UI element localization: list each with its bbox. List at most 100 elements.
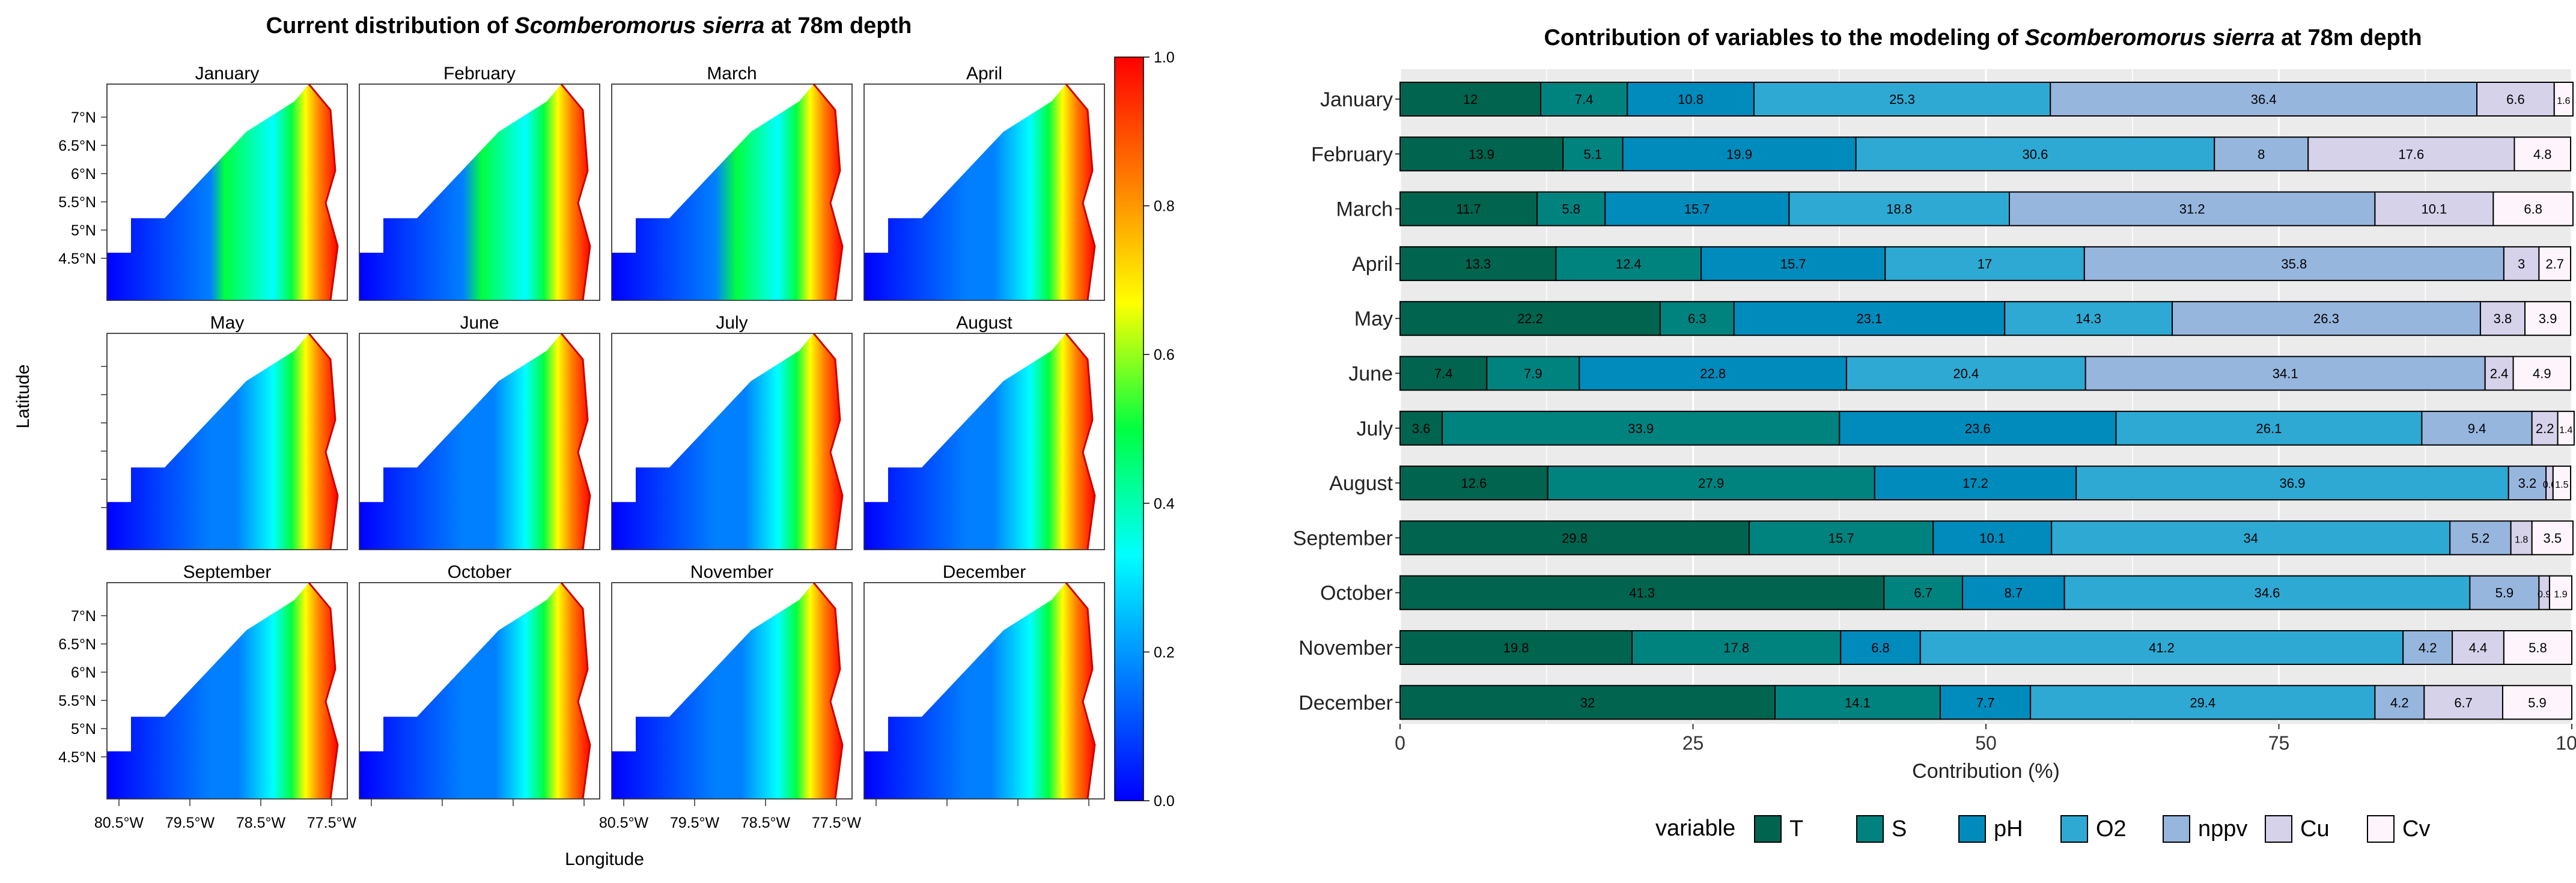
sea-surface xyxy=(612,583,842,799)
sea-surface xyxy=(107,583,338,799)
bar-segment xyxy=(1399,575,1885,610)
category-label: December xyxy=(1299,691,1393,714)
y-tick-label: 6°N xyxy=(71,664,96,681)
sea-surface xyxy=(359,333,590,550)
bar-segment xyxy=(2503,246,2540,281)
bar-segment xyxy=(1962,575,2065,610)
bar-value-label: 1.9 xyxy=(2554,590,2567,600)
x-tick-label: 77.5°W xyxy=(307,815,357,831)
legend-label: pH xyxy=(1994,816,2023,842)
bar-segment xyxy=(1631,630,1842,665)
y-tick-label: 6°N xyxy=(71,166,96,183)
bar-row: July 3.6 33.9 23.6 26.1 9.4 2.2 1.4 xyxy=(1357,410,2575,446)
bar-segment xyxy=(2479,301,2526,336)
map-x-axis-label: Longitude xyxy=(565,849,644,869)
legend-label: Cu xyxy=(2300,816,2330,842)
x-tick-label: 0 xyxy=(1395,732,1405,754)
coastline xyxy=(1065,582,1096,800)
bar-segment xyxy=(2552,466,2572,501)
colorbar-tick-label: 1.0 xyxy=(1154,49,1175,66)
bar-value-label: 3.5 xyxy=(2544,530,2562,545)
category-label: June xyxy=(1348,363,1393,386)
bar-value-label: 13.3 xyxy=(1465,256,1491,272)
bar-value-label: 4.4 xyxy=(2469,640,2488,655)
x-tick-label: 79.5°W xyxy=(165,815,215,831)
bar-segment xyxy=(1399,191,1538,226)
bar-value-label: 31.2 xyxy=(2179,202,2205,217)
map-panel: December xyxy=(863,562,1105,800)
category-label: May xyxy=(1354,308,1393,330)
bar-segment xyxy=(1399,685,1776,720)
x-tick-label: 100 xyxy=(2556,732,2576,754)
map-panel: August xyxy=(863,313,1105,550)
bar-segment xyxy=(2083,246,2504,281)
bar-segment xyxy=(1399,301,1661,336)
x-tick-label: 80.5°W xyxy=(94,815,144,831)
y-tick-label: 5.5°N xyxy=(58,693,96,709)
legend-label: nppv xyxy=(2198,816,2247,842)
bar-value-label: 23.1 xyxy=(1857,311,1883,326)
bar-segment xyxy=(2449,520,2512,556)
x-tick-label: 50 xyxy=(1975,732,1997,754)
bar-segment xyxy=(2423,685,2503,720)
category-label: February xyxy=(1311,143,1393,166)
map-y-axis: 7°N 6.5°N 6°N 5.5°N 5°N 4.5°N 7°N 6.5°N 6°N 5.5°N… xyxy=(58,109,107,766)
bar-value-label: 10.8 xyxy=(1678,92,1704,107)
bar-segment xyxy=(2484,356,2514,391)
y-tick-label: 6.5°N xyxy=(58,636,96,653)
y-tick-label: 6.5°N xyxy=(58,138,96,154)
bar-segment xyxy=(1874,466,2077,501)
legend-swatch xyxy=(1958,815,1986,843)
sea-surface xyxy=(612,84,842,300)
panel-title: March xyxy=(707,64,757,83)
panel-title: September xyxy=(183,562,272,582)
bar-row: June 7.4 7.9 22.8 20.4 34.1 2.4 4.9 xyxy=(1348,356,2572,391)
category-label: March xyxy=(1336,198,1393,221)
bar-value-label: 6.8 xyxy=(2524,202,2542,217)
bar-segment xyxy=(1399,630,1633,665)
legend-item: T xyxy=(1754,815,1803,843)
bar-row: September 29.8 15.7 10.1 34 5.2 1.8 3.5 xyxy=(1293,520,2574,556)
coastline xyxy=(308,333,339,550)
bar-value-label: 1.5 xyxy=(2555,480,2568,490)
bar-value-label: 10.1 xyxy=(1979,530,2005,545)
bar-segment xyxy=(2503,630,2572,665)
bar-segment xyxy=(2557,410,2575,446)
bar-value-label: 7.4 xyxy=(1434,366,1453,381)
bar-value-label: 36.9 xyxy=(2280,476,2306,491)
bar-value-label: 30.6 xyxy=(2022,147,2048,162)
panel-title: November xyxy=(690,562,773,582)
panel-title: August xyxy=(956,313,1012,333)
bar-value-label: 7.9 xyxy=(1524,366,1542,381)
x-tick-label: 25 xyxy=(1682,732,1704,754)
bar-value-label: 15.7 xyxy=(1684,202,1710,217)
legend-swatch xyxy=(1754,815,1782,843)
bar-value-label: 17 xyxy=(1978,256,1992,272)
bar-value-label: 14.3 xyxy=(2075,311,2101,326)
bar-segment xyxy=(2512,356,2572,391)
bar-value-label: 34.1 xyxy=(2273,366,2298,381)
panel-title: October xyxy=(448,562,512,582)
colorbar-tick-label: 0.0 xyxy=(1154,793,1175,810)
colorbar-ticks: 1.0 0.8 0.6 0.4 0.2 0.0 xyxy=(1143,49,1175,810)
legend-swatch xyxy=(2163,815,2190,843)
bar-segment xyxy=(2452,630,2504,665)
bar-value-label: 29.4 xyxy=(2190,695,2215,710)
bar-value-label: 6.8 xyxy=(1871,640,1890,655)
map-x-axis: 80.5°W 79.5°W 78.5°W 77.5°W 80.5°W 79.5°W 78.5… xyxy=(94,799,1089,831)
sea-surface xyxy=(864,84,1095,300)
bar-value-label: 1.6 xyxy=(2557,96,2570,106)
bar-segment xyxy=(1733,301,2006,336)
bar-value-label: 23.6 xyxy=(1965,421,1991,436)
bar-value-label: 8 xyxy=(2258,147,2265,162)
bar-value-label: 19.8 xyxy=(1503,640,1529,655)
bar-value-label: 25.3 xyxy=(1889,92,1915,107)
bar-row: May 22.2 6.3 23.1 14.3 26.3 3.8 3.9 xyxy=(1354,301,2572,336)
bar-row: August 12.6 27.9 17.2 36.9 3.2 0.61.5 xyxy=(1329,466,2572,501)
legend-item: Cu xyxy=(2265,815,2330,843)
bar-value-label: 1.8 xyxy=(2515,535,2528,545)
bar-segment xyxy=(1840,630,1921,665)
bar-value-label: 2.2 xyxy=(2536,421,2554,436)
coastline xyxy=(1065,83,1096,301)
bar-value-label: 10.1 xyxy=(2421,202,2447,217)
